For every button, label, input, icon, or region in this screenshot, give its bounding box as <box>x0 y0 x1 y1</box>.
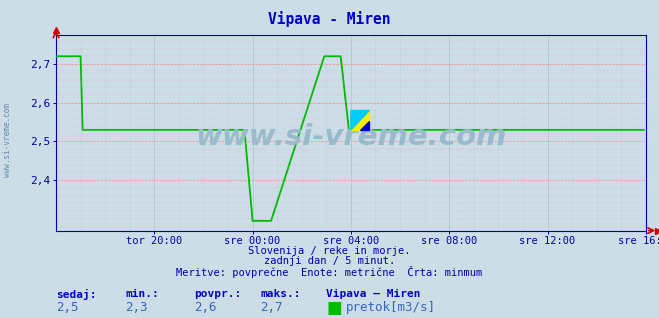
Text: pretok[m3/s]: pretok[m3/s] <box>346 301 436 314</box>
Text: 2,7: 2,7 <box>260 301 283 314</box>
Text: maks.:: maks.: <box>260 289 301 299</box>
Text: 2,3: 2,3 <box>125 301 148 314</box>
Text: Vipava - Miren: Vipava - Miren <box>268 11 391 27</box>
Polygon shape <box>360 121 369 130</box>
Text: ■: ■ <box>326 299 342 317</box>
Text: www.si-vreme.com: www.si-vreme.com <box>195 123 507 151</box>
Text: Slovenija / reke in morje.: Slovenija / reke in morje. <box>248 246 411 256</box>
Text: www.si-vreme.com: www.si-vreme.com <box>3 103 13 177</box>
Text: Vipava – Miren: Vipava – Miren <box>326 289 420 299</box>
Text: zadnji dan / 5 minut.: zadnji dan / 5 minut. <box>264 256 395 266</box>
Text: min.:: min.: <box>125 289 159 299</box>
Text: 2,6: 2,6 <box>194 301 217 314</box>
Text: sedaj:: sedaj: <box>56 289 96 300</box>
Text: 2,5: 2,5 <box>56 301 78 314</box>
Polygon shape <box>351 110 369 130</box>
Text: povpr.:: povpr.: <box>194 289 242 299</box>
Polygon shape <box>351 110 369 130</box>
Text: Meritve: povprečne  Enote: metrične  Črta: minmum: Meritve: povprečne Enote: metrične Črta:… <box>177 266 482 278</box>
